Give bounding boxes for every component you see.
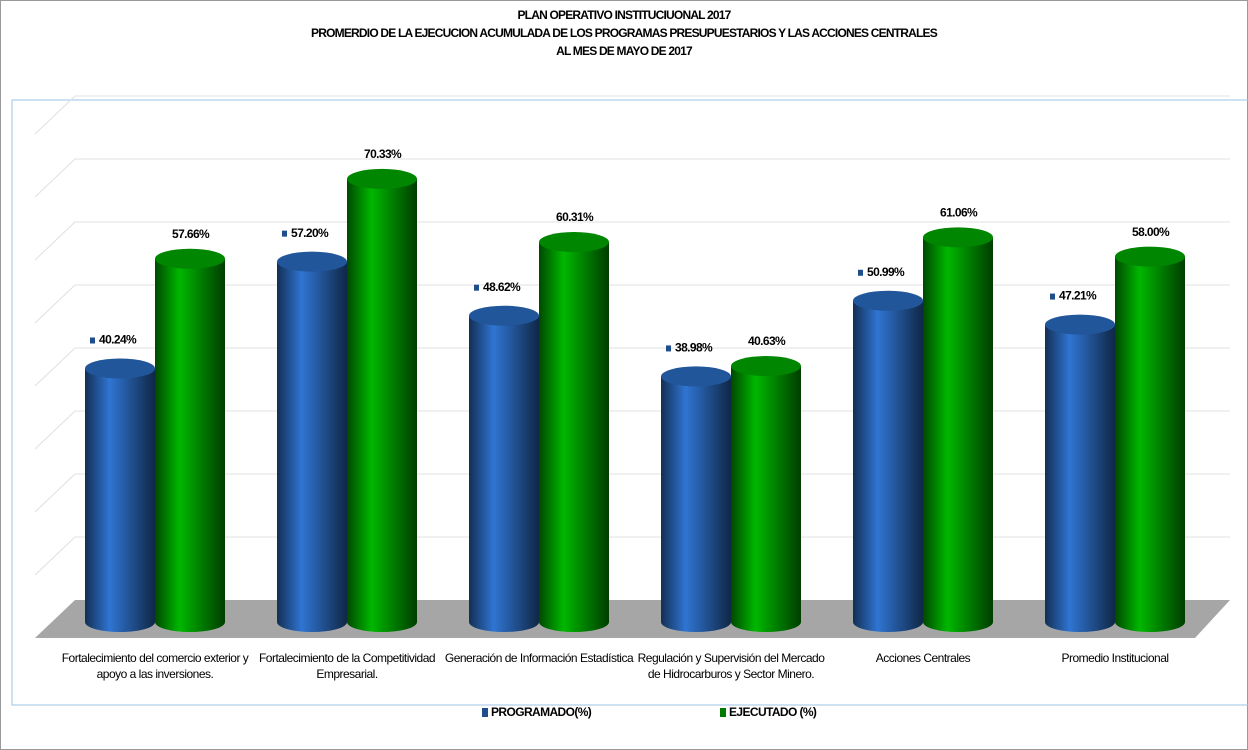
x-tick-label: Fortalecimiento del comercio exterior y … (61, 651, 249, 681)
bar (155, 248, 225, 632)
bar (347, 168, 417, 632)
x-tick-label: Generación de Información Estadística (444, 651, 634, 665)
data-label: 70.33% (364, 147, 402, 161)
grid-line (34, 473, 1230, 513)
label-marker (1050, 293, 1055, 300)
x-tick-label: Fortalecimiento de la Competitividad Emp… (258, 651, 436, 681)
bar-top (539, 232, 609, 253)
x-tick-label: Acciones Centrales (875, 651, 971, 665)
bar-body (85, 368, 155, 632)
data-label: 57.20% (291, 226, 329, 240)
bar-body (155, 258, 225, 632)
bar-top (731, 356, 801, 377)
plot-border (11, 99, 1248, 706)
data-label: 48.62% (483, 280, 521, 294)
grid-line (34, 347, 1230, 387)
chart-title: AL MES DE MAYO DE 2017 (556, 44, 693, 58)
bar (661, 366, 731, 632)
bar-top (853, 290, 923, 311)
bar-body (853, 300, 923, 632)
label-marker (858, 269, 863, 276)
bar-body (731, 366, 801, 632)
bar (1045, 314, 1115, 632)
bar (731, 356, 801, 632)
grid-line (34, 284, 1230, 324)
bar-body (923, 237, 993, 632)
bar-body (1045, 324, 1115, 632)
bar-body (539, 242, 609, 632)
bar (1115, 246, 1185, 632)
data-label: 61.06% (940, 205, 978, 219)
bar (85, 358, 155, 632)
bar (469, 305, 539, 632)
bar-top (661, 366, 731, 387)
bar-body (469, 315, 539, 632)
grid-line (34, 95, 1230, 135)
legend-swatch (482, 708, 488, 717)
bar-top (923, 227, 993, 248)
bar-top (277, 251, 347, 272)
bar-body (1115, 256, 1185, 632)
grid-line (34, 410, 1230, 450)
legend-label: EJECUTADO (%) (729, 705, 817, 719)
bar-top (155, 248, 225, 269)
chart-title: PLAN OPERATIVO INSTITUCIUONAL 2017 (517, 8, 731, 22)
legend-swatch (720, 708, 726, 717)
grid-line (34, 158, 1230, 198)
data-label: 50.99% (867, 265, 905, 279)
bar (923, 227, 993, 632)
data-label: 40.63% (748, 334, 786, 348)
bar (539, 232, 609, 632)
label-marker (282, 230, 287, 237)
grid-line (34, 221, 1230, 261)
data-label: 47.21% (1059, 289, 1097, 303)
label-marker (666, 345, 671, 352)
legend-label: PROGRAMADO(%) (491, 705, 592, 719)
bar (277, 251, 347, 632)
x-tick-label: Regulación y Supervisión del Mercado de … (637, 651, 825, 681)
bar-top (1115, 246, 1185, 267)
bar-top (347, 168, 417, 189)
bar (853, 290, 923, 632)
label-marker (474, 284, 479, 291)
chart-title: PROMERDIO DE LA EJECUCION ACUMULADA DE L… (311, 26, 938, 40)
bar-top (85, 358, 155, 379)
data-label: 60.31% (556, 210, 594, 224)
data-label: 57.66% (172, 227, 210, 241)
grid-line (34, 536, 1230, 576)
data-label: 40.24% (99, 333, 137, 347)
bar-top (469, 305, 539, 326)
bar-body (347, 178, 417, 632)
label-marker (90, 337, 95, 344)
data-label: 38.98% (675, 341, 713, 355)
x-tick-label: Promedio Institucional (1061, 651, 1169, 665)
bar-body (277, 261, 347, 632)
data-label: 58.00% (1132, 225, 1170, 239)
bar-top (1045, 314, 1115, 335)
bar-body (661, 376, 731, 632)
